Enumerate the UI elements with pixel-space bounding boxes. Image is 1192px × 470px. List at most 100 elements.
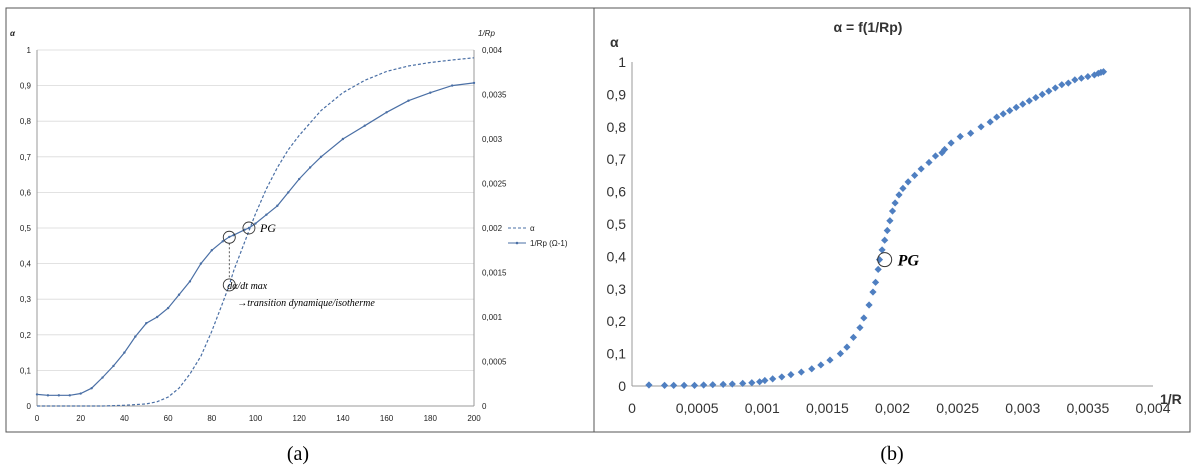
- b-y-tick-label: 0,5: [607, 216, 627, 232]
- series-rp-point: [210, 249, 213, 252]
- series-rp-point: [46, 394, 50, 397]
- series-rp-point: [243, 228, 246, 231]
- series-rp-point: [166, 306, 170, 310]
- scatter-point: [1019, 100, 1027, 108]
- scatter-point: [1038, 90, 1046, 98]
- scatter-point: [769, 375, 777, 383]
- scatter-point: [883, 226, 891, 235]
- y-left-tick-label: 1: [27, 46, 32, 55]
- b-y-tick-label: 0,8: [607, 119, 627, 135]
- b-y-tick-label: 0: [618, 378, 626, 394]
- panel-a: α 1/Rp 0 0,1 0,2 0,3 0,4 0,5 0,6 0,7 0,8 0,9 1 0 0,0…: [5, 7, 595, 433]
- pg-label: PG: [259, 221, 276, 235]
- scatter-point: [860, 314, 868, 322]
- y-left-tick-label: 0,2: [20, 331, 32, 340]
- series-rp-point: [177, 293, 181, 296]
- scatter-point: [911, 171, 919, 179]
- panel-b-tick-labels: 0 0,1 0,2 0,3 0,4 0,5 0,6 0,7 0,8 0,9 1 0 0,0005 0,00…: [607, 54, 1171, 416]
- b-y-tick-label: 0,9: [607, 86, 627, 102]
- scatter-point: [1058, 81, 1066, 89]
- panel-a-left-axis-title: α: [10, 29, 16, 38]
- scatter-point: [645, 381, 653, 389]
- legend-alpha-label: α: [530, 224, 535, 233]
- panel-b: α = f(1/Rp) α 1/R 0 0,1 0,2 0,3 0,4 0,5 0,6 0,7…: [593, 7, 1191, 433]
- b-y-tick-label: 1: [618, 54, 626, 70]
- y-left-tick-label: 0,4: [20, 260, 32, 269]
- scatter-point: [967, 129, 975, 137]
- series-rp-point: [221, 240, 224, 243]
- scatter-point: [869, 288, 877, 296]
- series-rp-point: [247, 226, 251, 230]
- scatter-point: [1012, 103, 1020, 111]
- scatter-point: [748, 379, 756, 387]
- scatter-point: [836, 350, 844, 358]
- series-rp-point: [450, 84, 454, 87]
- dadt-max-label: dα/dt max: [227, 281, 268, 292]
- b-x-tick-label: 0: [628, 400, 636, 416]
- scatter-point: [888, 207, 897, 215]
- b-y-tick-label: 0,3: [607, 281, 627, 297]
- scatter-point: [680, 381, 688, 389]
- scatter-point: [956, 132, 964, 141]
- scatter-point: [977, 123, 985, 131]
- scatter-point: [778, 373, 786, 381]
- panel-a-series: [35, 57, 476, 407]
- panel-b-points: [645, 68, 1108, 389]
- scatter-point: [856, 324, 864, 332]
- b-y-tick-label: 0,6: [607, 184, 627, 200]
- scatter-point: [817, 361, 825, 369]
- panel-a-frame: [5, 7, 595, 433]
- y-right-tick-label: 0,003: [482, 135, 503, 144]
- scatter-point: [670, 381, 678, 389]
- scatter-point: [986, 118, 994, 126]
- scatter-point: [761, 376, 769, 385]
- scatter-point: [1032, 94, 1040, 102]
- x-tick-label: 200: [467, 414, 481, 423]
- x-tick-label: 80: [207, 414, 216, 423]
- y-left-tick-label: 0,8: [20, 117, 32, 126]
- panel-a-right-axis-title: 1/Rp: [478, 29, 495, 38]
- series-rp-point: [123, 351, 126, 354]
- scatter-point: [1099, 68, 1108, 76]
- b-x-tick-label: 0,0025: [936, 400, 979, 416]
- series-rp-point: [57, 394, 61, 397]
- scatter-point: [1071, 76, 1079, 84]
- series-rp-point: [79, 392, 82, 395]
- y-right-tick-label: 0: [482, 402, 487, 411]
- b-pg-circle: [877, 252, 893, 268]
- scatter-point: [787, 371, 795, 379]
- scatter-point: [865, 301, 873, 309]
- scatter-point: [797, 368, 805, 376]
- scatter-point: [925, 158, 933, 167]
- scatter-point: [1077, 74, 1085, 82]
- x-tick-label: 60: [164, 414, 173, 423]
- x-tick-label: 40: [120, 414, 129, 423]
- y-left-tick-label: 0,3: [20, 295, 32, 304]
- scatter-point: [700, 381, 708, 389]
- series-rp-point: [101, 376, 104, 379]
- caption-a: (a): [287, 443, 309, 465]
- legend-rp-marker: [515, 241, 519, 245]
- x-tick-label: 180: [424, 414, 438, 423]
- scatter-point: [874, 265, 882, 273]
- y-left-tick-label: 0: [27, 402, 32, 411]
- y-right-tick-label: 0,0015: [482, 269, 507, 278]
- scatter-point: [1051, 84, 1059, 92]
- series-rp-point: [308, 166, 312, 169]
- b-y-tick-label: 0,1: [607, 346, 627, 362]
- scatter-point: [849, 333, 858, 341]
- y-right-tick-label: 0,0035: [482, 91, 507, 100]
- scatter-point: [941, 145, 949, 154]
- scatter-point: [871, 278, 880, 286]
- series-rp-point: [90, 387, 93, 390]
- series-rp-point: [68, 394, 71, 397]
- series-rp-point: [429, 91, 432, 94]
- y-right-tick-label: 0,0025: [482, 180, 507, 189]
- legend-rp-label: 1/Rp (Ω-1): [530, 239, 568, 248]
- b-x-tick-label: 0,003: [1005, 400, 1040, 416]
- scatter-point: [756, 378, 764, 386]
- series-rp-point: [35, 393, 39, 396]
- series-rp-point: [254, 222, 257, 225]
- scatter-point: [993, 113, 1001, 121]
- x-tick-label: 20: [76, 414, 85, 423]
